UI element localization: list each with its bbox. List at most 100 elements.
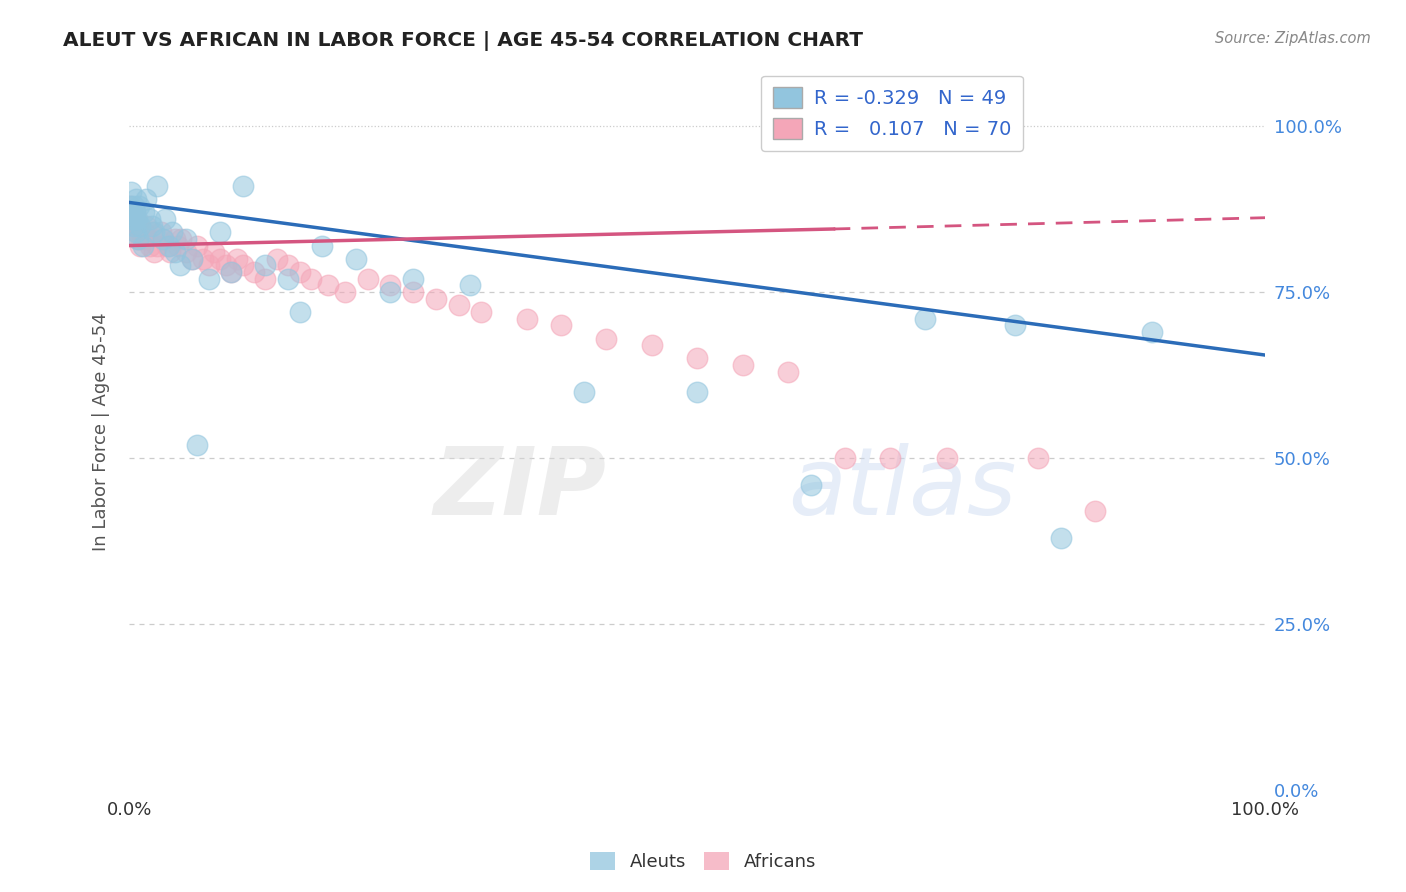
Point	[122, 219, 145, 233]
Point	[121, 212, 143, 227]
Point	[143, 245, 166, 260]
Point	[162, 225, 184, 239]
Point	[170, 232, 193, 246]
Point	[288, 305, 311, 319]
Point	[122, 212, 145, 227]
Point	[686, 351, 709, 366]
Point	[380, 278, 402, 293]
Point	[180, 252, 202, 266]
Point	[120, 199, 142, 213]
Point	[232, 178, 254, 193]
Point	[129, 219, 152, 233]
Y-axis label: In Labor Force | Age 45-54: In Labor Force | Age 45-54	[93, 312, 110, 550]
Legend: R = -0.329   N = 49, R =   0.107   N = 70: R = -0.329 N = 49, R = 0.107 N = 70	[761, 76, 1022, 151]
Point	[197, 272, 219, 286]
Point	[163, 245, 186, 260]
Point	[124, 205, 146, 219]
Point	[834, 450, 856, 465]
Point	[128, 219, 150, 233]
Point	[1026, 450, 1049, 465]
Point	[149, 225, 172, 239]
Point	[778, 365, 800, 379]
Point	[146, 178, 169, 193]
Point	[125, 212, 148, 227]
Point	[174, 245, 197, 260]
Point	[180, 252, 202, 266]
Point	[138, 238, 160, 252]
Point	[208, 225, 231, 239]
Point	[152, 232, 174, 246]
Point	[121, 205, 143, 219]
Point	[208, 252, 231, 266]
Point	[186, 438, 208, 452]
Point	[226, 252, 249, 266]
Point	[202, 245, 225, 260]
Point	[127, 232, 149, 246]
Point	[1050, 531, 1073, 545]
Point	[914, 311, 936, 326]
Point	[136, 232, 159, 246]
Point	[595, 331, 617, 345]
Point	[458, 278, 481, 293]
Text: ZIP: ZIP	[433, 442, 606, 535]
Point	[425, 292, 447, 306]
Point	[516, 311, 538, 326]
Point	[129, 225, 152, 239]
Point	[125, 225, 148, 239]
Point	[143, 225, 166, 239]
Legend: Aleuts, Africans: Aleuts, Africans	[582, 845, 824, 879]
Point	[232, 259, 254, 273]
Point	[277, 272, 299, 286]
Point	[550, 318, 572, 333]
Point	[124, 219, 146, 233]
Point	[141, 219, 163, 233]
Point	[132, 205, 155, 219]
Point	[127, 232, 149, 246]
Point	[470, 305, 492, 319]
Point	[1084, 504, 1107, 518]
Point	[122, 199, 145, 213]
Point	[135, 192, 157, 206]
Point	[186, 238, 208, 252]
Point	[572, 384, 595, 399]
Point	[152, 232, 174, 246]
Point	[132, 225, 155, 239]
Point	[146, 238, 169, 252]
Point	[121, 205, 143, 219]
Point	[125, 212, 148, 227]
Point	[129, 238, 152, 252]
Point	[155, 238, 177, 252]
Point	[641, 338, 664, 352]
Text: atlas: atlas	[789, 443, 1017, 534]
Point	[125, 219, 148, 233]
Point	[254, 259, 277, 273]
Text: Source: ZipAtlas.com: Source: ZipAtlas.com	[1215, 31, 1371, 46]
Point	[879, 450, 901, 465]
Point	[221, 265, 243, 279]
Point	[125, 225, 148, 239]
Text: ALEUT VS AFRICAN IN LABOR FORCE | AGE 45-54 CORRELATION CHART: ALEUT VS AFRICAN IN LABOR FORCE | AGE 45…	[63, 31, 863, 51]
Point	[155, 212, 177, 227]
Point	[316, 278, 339, 293]
Point	[1140, 325, 1163, 339]
Point	[157, 238, 180, 252]
Point	[128, 199, 150, 213]
Point	[402, 272, 425, 286]
Point	[121, 212, 143, 227]
Point	[936, 450, 959, 465]
Point	[243, 265, 266, 279]
Point	[215, 259, 238, 273]
Point	[120, 212, 142, 227]
Point	[447, 298, 470, 312]
Point	[132, 232, 155, 246]
Point	[167, 238, 190, 252]
Point	[159, 245, 181, 260]
Point	[731, 358, 754, 372]
Point	[402, 285, 425, 299]
Point	[191, 252, 214, 266]
Point	[124, 212, 146, 227]
Point	[288, 265, 311, 279]
Point	[1004, 318, 1026, 333]
Point	[125, 225, 148, 239]
Point	[266, 252, 288, 266]
